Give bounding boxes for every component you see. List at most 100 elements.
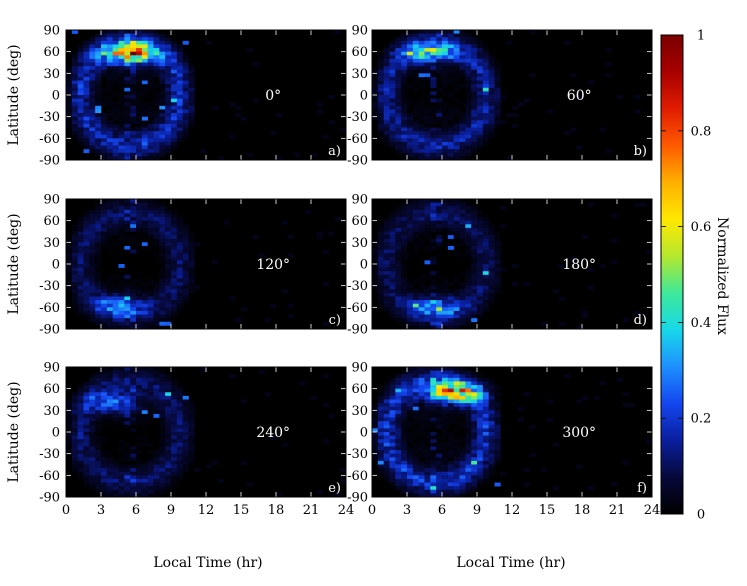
x-tick-label: 9 bbox=[167, 503, 175, 518]
y-tick-label: 90 bbox=[351, 24, 368, 39]
colorbar-tick-label: 0.8 bbox=[691, 124, 712, 139]
colorbar-tick-label: 1 bbox=[697, 29, 705, 44]
y-tick-label: 30 bbox=[43, 404, 60, 419]
x-tick-label: 24 bbox=[644, 503, 661, 518]
y-tick-label: -30 bbox=[347, 447, 368, 462]
y-tick-label: -30 bbox=[347, 110, 368, 125]
x-axis-label-right: Local Time (hr) bbox=[456, 555, 565, 571]
panel-angle-label: 240° bbox=[256, 425, 290, 441]
y-tick-label: 30 bbox=[43, 236, 60, 251]
x-tick-label: 0 bbox=[368, 503, 376, 518]
x-tick-label: 18 bbox=[574, 503, 591, 518]
panel-2: 90 60 30 0 -30 -60 -90 60° b) bbox=[347, 24, 653, 169]
colorbar-tick-label: 0.2 bbox=[691, 412, 712, 427]
y-tick-label: -90 bbox=[39, 154, 60, 169]
y-tick-label: 60 bbox=[43, 382, 60, 397]
x-tick-label: 3 bbox=[97, 503, 105, 518]
x-tick-label: 12 bbox=[504, 503, 521, 518]
panel-frame bbox=[371, 366, 653, 498]
x-tick-label: 12 bbox=[198, 503, 215, 518]
panel-letter: f) bbox=[637, 481, 647, 496]
y-tick-label: -60 bbox=[347, 469, 368, 484]
panel-letter: d) bbox=[634, 313, 647, 328]
y-tick-label: -60 bbox=[39, 132, 60, 147]
panel-letter: e) bbox=[328, 481, 341, 496]
panel-angle-label: 120° bbox=[256, 257, 290, 273]
panel-4: 90 60 30 0 -30 -60 -90 180° d) bbox=[347, 193, 653, 338]
panel-angle-label: 180° bbox=[562, 257, 596, 273]
y-tick-label: 0 bbox=[52, 89, 60, 104]
x-tick-label: 0 bbox=[62, 503, 70, 518]
y-tick-label: 60 bbox=[43, 214, 60, 229]
y-tick-label: 0 bbox=[52, 426, 60, 441]
heatmap-cells bbox=[372, 199, 653, 330]
y-tick-label: -90 bbox=[347, 154, 368, 169]
colorbar-tick-label: 0.4 bbox=[691, 316, 712, 331]
x-tick-label: 15 bbox=[539, 503, 556, 518]
y-tick-label: -60 bbox=[347, 301, 368, 316]
y-tick-label: 60 bbox=[351, 45, 368, 60]
y-tick-label: 30 bbox=[351, 67, 368, 82]
heatmap-cells bbox=[66, 367, 347, 498]
y-axis-label: Latitude (deg) bbox=[6, 44, 22, 145]
heatmap-cells bbox=[372, 30, 641, 161]
y-axis-label: Latitude (deg) bbox=[6, 381, 22, 482]
x-tick-label: 3 bbox=[403, 503, 411, 518]
panel-letter: a) bbox=[328, 144, 341, 159]
y-tick-label: -30 bbox=[39, 447, 60, 462]
x-tick-label: 24 bbox=[338, 503, 355, 518]
y-tick-label: 30 bbox=[351, 404, 368, 419]
panel-angle-label: 0° bbox=[265, 88, 281, 104]
x-tick-label: 15 bbox=[233, 503, 250, 518]
y-tick-label: -30 bbox=[39, 279, 60, 294]
colorbar: 0 0.2 0.4 0.6 0.8 1 bbox=[660, 29, 712, 523]
panel-5: 0 3 6 9 12 15 18 21 24 90 60 30 0 -30 -60 -90 Latitude (… bbox=[6, 361, 354, 519]
y-tick-label: -30 bbox=[39, 110, 60, 125]
heatmap-cells bbox=[66, 30, 347, 161]
panel-letter: b) bbox=[634, 144, 647, 159]
y-tick-label: 60 bbox=[43, 45, 60, 60]
panel-1: 90 60 30 0 -30 -60 -90 Latitude (deg) 0° a) bbox=[6, 24, 347, 169]
y-tick-label: 90 bbox=[43, 193, 60, 208]
heatmap-cells bbox=[372, 367, 653, 498]
panel-angle-label: 300° bbox=[562, 425, 596, 441]
x-tick-label: 18 bbox=[268, 503, 285, 518]
y-axis-label: Latitude (deg) bbox=[6, 213, 22, 314]
y-tick-label: 90 bbox=[351, 193, 368, 208]
colorbar-tick-label: 0.6 bbox=[691, 220, 712, 235]
panel-6: 0 3 6 9 12 15 18 21 24 90 60 30 0 -30 -60 -90 300° f) bbox=[347, 361, 660, 519]
y-tick-label: 60 bbox=[351, 214, 368, 229]
x-tick-label: 6 bbox=[132, 503, 140, 518]
panel-angle-label: 60° bbox=[567, 88, 592, 104]
y-tick-label: 90 bbox=[351, 361, 368, 376]
panel-frame bbox=[65, 198, 347, 330]
colorbar-tick-label: 0 bbox=[697, 508, 705, 523]
panel-frame bbox=[371, 29, 653, 161]
y-tick-label: -60 bbox=[347, 132, 368, 147]
y-tick-label: 60 bbox=[351, 382, 368, 397]
y-tick-label: -90 bbox=[347, 491, 368, 506]
y-tick-label: -30 bbox=[347, 279, 368, 294]
x-axis-label-left: Local Time (hr) bbox=[153, 555, 262, 571]
y-tick-label: 0 bbox=[360, 258, 368, 273]
y-tick-label: -60 bbox=[39, 301, 60, 316]
panel-frame bbox=[371, 198, 653, 330]
y-tick-label: 0 bbox=[360, 89, 368, 104]
panel-letter: c) bbox=[329, 313, 341, 328]
y-tick-label: -90 bbox=[39, 491, 60, 506]
panel-frame bbox=[65, 29, 347, 161]
x-tick-label: 21 bbox=[303, 503, 320, 518]
y-tick-label: 90 bbox=[43, 361, 60, 376]
x-tick-label: 21 bbox=[609, 503, 626, 518]
y-tick-label: -60 bbox=[39, 469, 60, 484]
y-tick-label: 30 bbox=[351, 236, 368, 251]
y-tick-label: -90 bbox=[39, 323, 60, 338]
y-tick-label: 0 bbox=[360, 426, 368, 441]
colorbar-label: Normalized Flux bbox=[714, 217, 730, 335]
y-tick-label: 30 bbox=[43, 67, 60, 82]
panel-frame bbox=[65, 366, 347, 498]
heatmap-cells bbox=[66, 199, 341, 330]
y-tick-label: 90 bbox=[43, 24, 60, 39]
